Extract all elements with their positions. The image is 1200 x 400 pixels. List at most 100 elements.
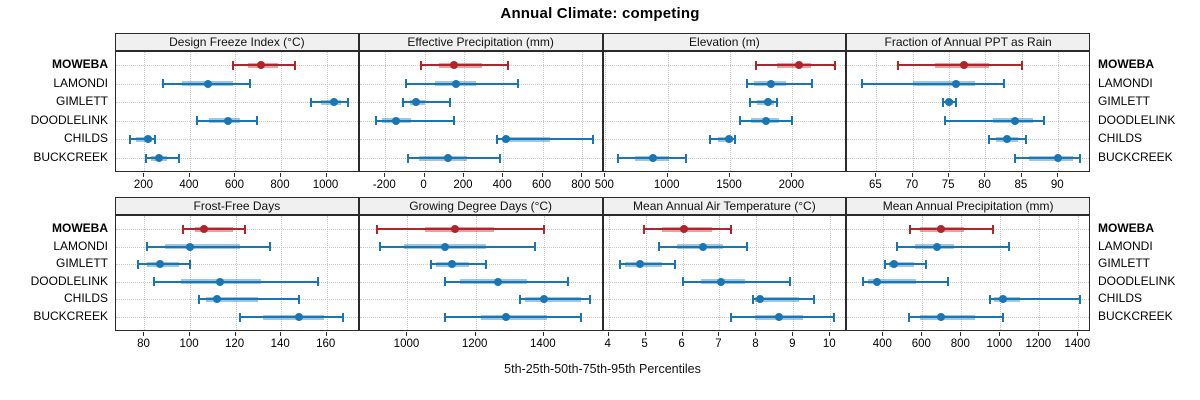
interval-5th-95th (380, 245, 536, 248)
axis-tick (1038, 332, 1040, 336)
gridline-vertical (605, 52, 607, 171)
gridline-vertical (326, 52, 328, 171)
interval-cap-5th (144, 153, 147, 163)
interval-cap-5th (232, 60, 235, 70)
interval-cap-95th (746, 242, 749, 252)
gridline-horizontal (116, 139, 358, 141)
interval-cap-95th (566, 277, 569, 287)
interval-cap-95th (1008, 242, 1011, 252)
site-label-left-gimlett: GIMLETT (55, 256, 108, 271)
interval-cap-5th (907, 312, 910, 322)
axis-tick-label: 75 (941, 179, 955, 191)
interval-5th-95th (710, 138, 736, 141)
interval-cap-95th (991, 224, 994, 234)
interval-cap-95th (542, 224, 545, 234)
interval-cap-5th (375, 224, 378, 234)
axis-tick (792, 332, 794, 336)
interval-5th-95th (749, 101, 778, 104)
interval-25th-75th (1029, 155, 1073, 161)
axis-tick (1020, 173, 1022, 177)
median-dot (959, 61, 968, 69)
interval-cap-5th (642, 224, 645, 234)
interval-cap-95th (316, 277, 319, 287)
axis-tick-label: 2000 (778, 179, 805, 191)
median-dot (330, 98, 339, 107)
interval-cap-95th (268, 242, 271, 252)
panel-mean-annual-precipitation-mm (846, 215, 1090, 331)
interval-cap-95th (588, 294, 591, 304)
interval-5th-95th (407, 157, 501, 159)
interval-cap-95th (1002, 79, 1005, 89)
interval-5th-95th (402, 101, 451, 104)
panel-strip-title: Fraction of Annual PPT as Rain (884, 35, 1052, 49)
panel-strip-title: Elevation (m) (689, 35, 760, 49)
site-label-left-lamondi: LAMONDI (53, 238, 108, 253)
median-dot (762, 116, 771, 125)
interval-5th-95th (885, 263, 927, 266)
gridline-vertical (475, 216, 477, 330)
axis-tick (325, 332, 327, 336)
panel-growing-degree-days-c (358, 215, 603, 331)
panel-strip-frost-free-days: Frost-Free Days (115, 197, 359, 215)
axis-tick (462, 173, 464, 177)
axis-tick-label: 1000 (393, 338, 420, 350)
site-label-right-moweba: MOWEBA (1098, 57, 1154, 71)
gridline-vertical (922, 216, 924, 330)
interval-25th-75th (525, 296, 582, 302)
median-dot (199, 225, 208, 233)
interval-cap-95th (449, 97, 452, 107)
median-dot (680, 225, 689, 233)
site-label-right-lamondi: LAMONDI (1098, 238, 1153, 253)
median-dot (795, 61, 804, 69)
interval-cap-95th (249, 79, 252, 89)
axis-tick-label: 800 (270, 179, 290, 191)
gridline-vertical (985, 52, 987, 171)
gridline-vertical (1078, 216, 1080, 330)
site-label-right-buckcreek: BUCKCREEK (1098, 309, 1173, 323)
axis-tick (681, 332, 683, 336)
axis-tick (384, 173, 386, 177)
gridline-horizontal (603, 120, 846, 122)
median-dot (256, 61, 265, 69)
interval-5th-95th (146, 245, 270, 248)
interval-cap-5th (860, 79, 863, 89)
interval-cap-95th (347, 97, 350, 107)
axis-tick-label: 4 (604, 338, 611, 350)
median-dot (698, 242, 707, 251)
axis-tick-label: 400 (179, 179, 199, 191)
interval-5th-95th (746, 82, 813, 85)
interval-cap-95th (729, 224, 732, 234)
axis-tick (474, 332, 476, 336)
median-dot (756, 295, 765, 304)
interval-cap-5th (944, 116, 947, 126)
interval-cap-95th (243, 224, 246, 234)
figure-title: Annual Climate: competing (500, 5, 700, 22)
interval-cap-95th (1020, 60, 1023, 70)
gridline-vertical (190, 216, 192, 330)
median-dot (215, 277, 224, 286)
panel-strip-elevation-m: Elevation (m) (602, 33, 847, 51)
gridline-vertical (189, 52, 191, 171)
interval-cap-95th (1079, 294, 1082, 304)
median-dot (648, 154, 657, 162)
interval-cap-95th (1024, 134, 1027, 144)
gridline-vertical (830, 216, 832, 330)
interval-25th-75th (424, 226, 495, 232)
axis-tick-label: 1400 (1064, 338, 1091, 350)
axis-tick (607, 332, 609, 336)
axis-tick-label: 1000 (986, 338, 1013, 350)
axis-tick-label: 200 (453, 179, 473, 191)
gridline-vertical (1000, 216, 1002, 330)
interval-cap-95th (791, 116, 794, 126)
interval-cap-5th (739, 116, 742, 126)
median-dot (890, 260, 899, 269)
interval-cap-5th (988, 134, 991, 144)
interval-cap-5th (861, 277, 864, 287)
interval-5th-95th (619, 263, 676, 266)
axis-tick-label: 120 (225, 338, 245, 350)
panel-strip-title: Mean Annual Air Temperature (°C) (633, 199, 816, 213)
gridline-horizontal (603, 264, 846, 266)
median-dot (539, 295, 548, 304)
interval-cap-95th (177, 153, 180, 163)
axis-tick (921, 332, 923, 336)
